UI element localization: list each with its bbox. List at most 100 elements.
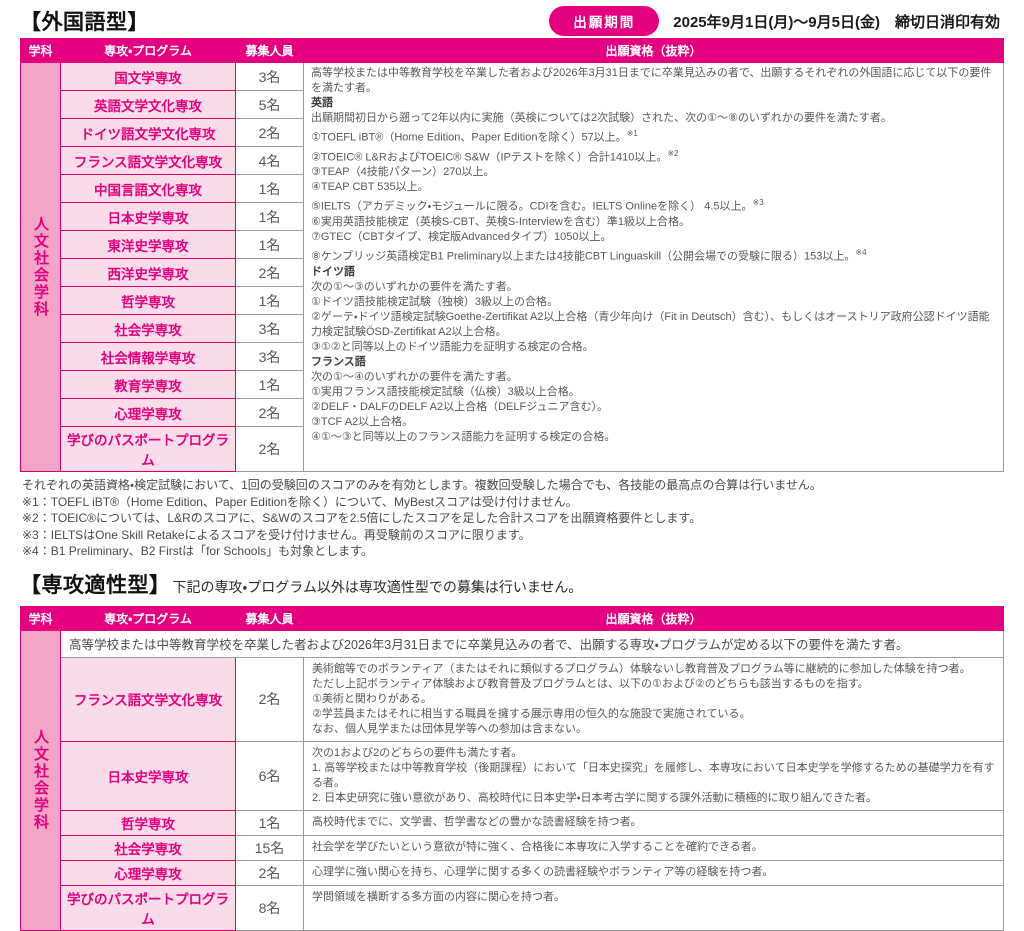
note-line: ※4：B1 Preliminary、B2 Firstは「for Schools」… <box>22 544 373 558</box>
program-cell: 社会学専攻 <box>60 314 236 343</box>
program-cell: 心理学専攻 <box>60 859 236 886</box>
requirements-cell: 心理学に強い関心を持ち、心理学に関する多くの読書経験やボランティア等の経験を持つ… <box>303 859 1004 886</box>
table-row: 学びのパスポートプログラム 2名 <box>21 426 1004 472</box>
requirement-line: ⑦GTEC（CBTタイプ、検定版Advancedタイプ）1050以上。 <box>311 230 612 243</box>
requirement-lang-heading: ドイツ語 <box>311 265 355 278</box>
table-row: 人文社会学科 高等学校または中等教育学校を卒業した者および2026年3月31日ま… <box>20 629 1004 931</box>
dept-label: 人文社会学科 <box>32 216 49 318</box>
table-row: 社会情報学専攻 3名 <box>21 342 1004 371</box>
section2-title: 【専攻適性型】 <box>20 573 171 597</box>
requirement-line: 高等学校または中等教育学校を卒業した者および2026年3月31日までに卒業見込み… <box>311 67 992 94</box>
col-header-requirements: 出願資格（抜粋） <box>303 38 1004 63</box>
section1-title: 【外国語型】 <box>20 11 149 34</box>
table-row: 哲学専攻 1名 高校時代までに、文学書、哲学書などの豊かな読書経験を持つ者。 <box>21 809 1004 836</box>
program-cell: 哲学専攻 <box>60 809 236 836</box>
requirement-line: ⑥実用英語技能検定（英検S-CBT、英検S-Interviewを含む）準1級以上… <box>311 215 690 228</box>
col-header-capacity: 募集人員 <box>235 605 304 631</box>
program-cell: 日本史学専攻 <box>60 740 236 811</box>
note-line: それぞれの英語資格・検定試験において、1回の受験回のスコアのみを有効とします。複… <box>22 478 822 492</box>
requirement-line: なお、個人見学または団体見学等への参加は含まない。 <box>312 722 587 735</box>
requirement-line: 出願期間初日から遡って2年以内に実施（英検については2次試験）された、次の①～⑧… <box>311 112 892 124</box>
program-cell: 学びのパスポートプログラム <box>60 884 236 931</box>
program-cell: 心理学専攻 <box>60 398 236 427</box>
program-cell: 日本史学専攻 <box>60 202 236 231</box>
requirement-line: ①美術と関わりがある。 <box>312 692 432 705</box>
requirement-line: 次の①～③のいずれかの要件を満たす者。 <box>311 280 518 293</box>
capacity-cell: 1名 <box>235 370 304 399</box>
requirement-line: 次の①～④のいずれかの要件を満たす者。 <box>311 370 518 383</box>
requirements-cell: 美術館等でのボランティア（またはそれに類似するプログラム）体験ないし教育普及プロ… <box>303 656 1004 742</box>
table-row: 心理学専攻 2名 <box>21 398 1004 427</box>
table-row: 哲学専攻 1名 <box>21 286 1004 315</box>
capacity-cell: 2名 <box>235 258 304 287</box>
requirement-line: 学問領域を横断する多方面の内容に関心を持つ者。 <box>312 890 565 903</box>
program-cell: 西洋史学専攻 <box>60 258 236 287</box>
table-row: 中国言語文化専攻 1名 <box>21 174 1004 203</box>
col-header-requirements: 出願資格（抜粋） <box>303 605 1004 631</box>
requirement-line: ③TEAP（4技能パターン）270以上。 <box>311 166 495 179</box>
note-line: ※1：TOEFL iBT®（Home Edition、Paper Edition… <box>22 494 578 509</box>
dept-label: 人文社会学科 <box>32 729 49 831</box>
application-period-badge: 出願期間 <box>549 6 660 36</box>
program-cell: ドイツ語文学文化専攻 <box>60 118 236 147</box>
capacity-cell: 1名 <box>235 174 304 203</box>
program-cell: 教育学専攻 <box>60 370 236 399</box>
capacity-cell: 8名 <box>235 884 304 931</box>
section1-header: 【外国語型】 出願期間 2025年9月1日(月)～9月5日(金) 締切日消印有効 <box>20 4 1004 38</box>
requirement-line: ③①②と同等以上のドイツ語能力を証明する検定の合格。 <box>311 340 594 353</box>
requirement-line: ②DELF・DALFのDELF A2以上合格（DELFジュニア含む）。 <box>311 400 608 413</box>
capacity-cell: 2名 <box>235 656 304 742</box>
dept-cell: 人文社会学科 <box>20 62 61 472</box>
table-row: 日本史学専攻 1名 <box>21 202 1004 231</box>
dept-cell: 人文社会学科 <box>20 629 61 931</box>
col-header-dept: 学科 <box>20 38 61 63</box>
program-cell: 学びのパスポートプログラム <box>60 426 236 472</box>
capacity-cell: 2名 <box>235 118 304 147</box>
capacity-cell: 4名 <box>235 146 304 175</box>
program-cell: 哲学専攻 <box>60 286 236 315</box>
application-period-text: 2025年9月1日(月)～9月5日(金) 締切日消印有効 <box>673 13 1000 31</box>
requirement-line: ①TOEFL iBT®（Home Edition、Paper Editionを除… <box>311 129 638 144</box>
capacity-cell: 1名 <box>235 202 304 231</box>
requirements-cell: 社会学を学びたいという意欲が特に強く、合格後に本専攻に入学することを確約できる者… <box>303 834 1004 861</box>
table-row: 心理学専攻 2名 心理学に強い関心を持ち、心理学に関する多くの読書経験やボランテ… <box>21 859 1004 886</box>
requirement-line: ⑤IELTS（アカデミック・モジュールに限る。CDIを含む。IELTS Onli… <box>311 198 764 213</box>
requirement-line: 高校時代までに、文学書、哲学書などの豊かな読書経験を持つ者。 <box>312 815 642 828</box>
col-header-capacity: 募集人員 <box>235 38 304 63</box>
table-header-row: 学科 専攻・プログラム 募集人員 出願資格（抜粋） <box>20 605 1004 631</box>
foreign-language-type-table: 学科 専攻・プログラム 募集人員 出願資格（抜粋） 人文社会学科 国文学専攻 3… <box>20 38 1004 472</box>
program-cell: フランス語文学文化専攻 <box>60 656 236 742</box>
program-cell: 中国言語文化専攻 <box>60 174 236 203</box>
requirement-line: ②ゲーテ・ドイツ語検定試験Goethe-Zertifikat A2以上合格（青少… <box>311 310 990 338</box>
col-header-program: 専攻・プログラム <box>60 38 236 63</box>
notes-block: それぞれの英語資格・検定試験において、1回の受験回のスコアのみを有効とします。複… <box>22 477 1004 560</box>
requirements-cell: 次の1および2のどちらの要件も満たす者。 1. 高等学校または中等教育学校（後期… <box>303 740 1004 811</box>
program-cell: 社会情報学専攻 <box>60 342 236 371</box>
capacity-cell: 3名 <box>235 314 304 343</box>
requirement-line: ①実用フランス語技能検定試験（仏検）3級以上合格。 <box>311 385 580 398</box>
table-header-row: 学科 専攻・プログラム 募集人員 出願資格（抜粋） <box>20 38 1004 63</box>
requirement-line: ただし上記ボランティア体験および教育普及プログラムとは、以下の①および②のどちら… <box>312 677 869 690</box>
capacity-cell: 2名 <box>235 426 304 472</box>
requirement-line: ④①～③と同等以上のフランス語能力を証明する検定の合格。 <box>311 430 616 443</box>
program-cell: 英語文学文化専攻 <box>60 90 236 119</box>
capacity-cell: 1名 <box>235 286 304 315</box>
requirements-cell: 高校時代までに、文学書、哲学書などの豊かな読書経験を持つ者。 <box>303 809 1004 836</box>
program-cell: 国文学専攻 <box>60 62 236 91</box>
capacity-cell: 2名 <box>235 859 304 886</box>
requirement-line: ④TEAP CBT 535以上。 <box>311 181 429 194</box>
program-cell: フランス語文学文化専攻 <box>60 146 236 175</box>
table-row: 教育学専攻 1名 <box>21 370 1004 399</box>
eligibility-intro-cell: 高等学校または中等教育学校を卒業した者および2026年3月31日までに卒業見込み… <box>60 629 1004 658</box>
table-row: 学びのパスポートプログラム 8名 学問領域を横断する多方面の内容に関心を持つ者。 <box>21 884 1004 931</box>
requirements-cell: 学問領域を横断する多方面の内容に関心を持つ者。 <box>303 884 1004 931</box>
table-row: フランス語文学文化専攻 2名 美術館等でのボランティア（またはそれに類似するプロ… <box>21 656 1004 742</box>
requirement-line: ⑧ケンブリッジ英語検定B1 Preliminary以上または4技能CBT Lin… <box>311 247 867 263</box>
capacity-cell: 15名 <box>235 834 304 861</box>
capacity-cell: 3名 <box>235 62 304 91</box>
requirements-cell: 高等学校または中等教育学校を卒業した者および2026年3月31日までに卒業見込み… <box>303 62 1004 472</box>
table-row: 人文社会学科 国文学専攻 3名 高等学校または中等教育学校を卒業した者および20… <box>20 62 1004 472</box>
requirement-line: ③TCF A2以上合格。 <box>311 415 414 428</box>
requirement-lang-heading: 英語 <box>311 97 333 109</box>
capacity-cell: 3名 <box>235 342 304 371</box>
